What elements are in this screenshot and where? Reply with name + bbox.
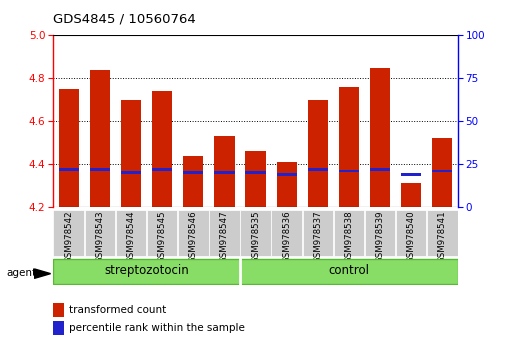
Text: GSM978543: GSM978543 [95,211,104,263]
Bar [89,168,110,171]
Bar [53,259,239,284]
Bar [307,168,327,171]
Text: GSM978541: GSM978541 [437,211,446,263]
Bar [214,171,234,174]
Bar [239,259,457,284]
Text: GSM978536: GSM978536 [282,211,290,263]
Bar [54,210,84,256]
Bar [84,210,115,256]
Text: GSM978546: GSM978546 [188,211,197,263]
Bar [146,210,177,256]
Text: transformed count: transformed count [69,305,166,315]
Bar [121,100,141,207]
Bar [240,210,270,256]
Bar [183,171,203,174]
Text: GSM978542: GSM978542 [64,211,73,263]
Bar [245,171,265,174]
Bar [152,91,172,207]
Bar [338,170,359,172]
Text: control: control [328,264,369,277]
Bar [395,210,426,256]
Bar [307,100,327,207]
Text: GSM978545: GSM978545 [157,211,166,263]
Text: GSM978544: GSM978544 [126,211,135,263]
Bar [59,168,79,171]
Bar [245,151,265,207]
Text: GSM978535: GSM978535 [250,211,260,263]
Bar [426,210,457,256]
Bar [89,70,110,207]
Bar [369,168,389,171]
Bar [400,173,421,176]
Bar [121,171,141,174]
Bar [276,162,296,207]
Bar [183,155,203,207]
Bar [59,89,79,207]
Bar [302,210,332,256]
Bar [152,168,172,171]
Bar [209,210,239,256]
Bar [271,210,301,256]
Bar [400,183,421,207]
Bar [214,136,234,207]
Text: GSM978539: GSM978539 [375,211,384,263]
Text: GSM978547: GSM978547 [220,211,228,263]
Text: percentile rank within the sample: percentile rank within the sample [69,323,245,333]
Text: GSM978540: GSM978540 [406,211,415,263]
Text: streptozotocin: streptozotocin [104,264,188,277]
Bar [116,210,146,256]
Bar [338,87,359,207]
Text: GSM978537: GSM978537 [313,211,322,263]
Bar [431,138,451,207]
Text: GDS4845 / 10560764: GDS4845 / 10560764 [53,12,195,25]
Bar [333,210,364,256]
Bar [369,68,389,207]
Text: GSM978538: GSM978538 [344,211,353,263]
Bar [276,173,296,176]
Bar [431,170,451,172]
Bar [178,210,208,256]
Polygon shape [34,269,50,278]
Bar [364,210,394,256]
Text: agent: agent [6,268,36,278]
